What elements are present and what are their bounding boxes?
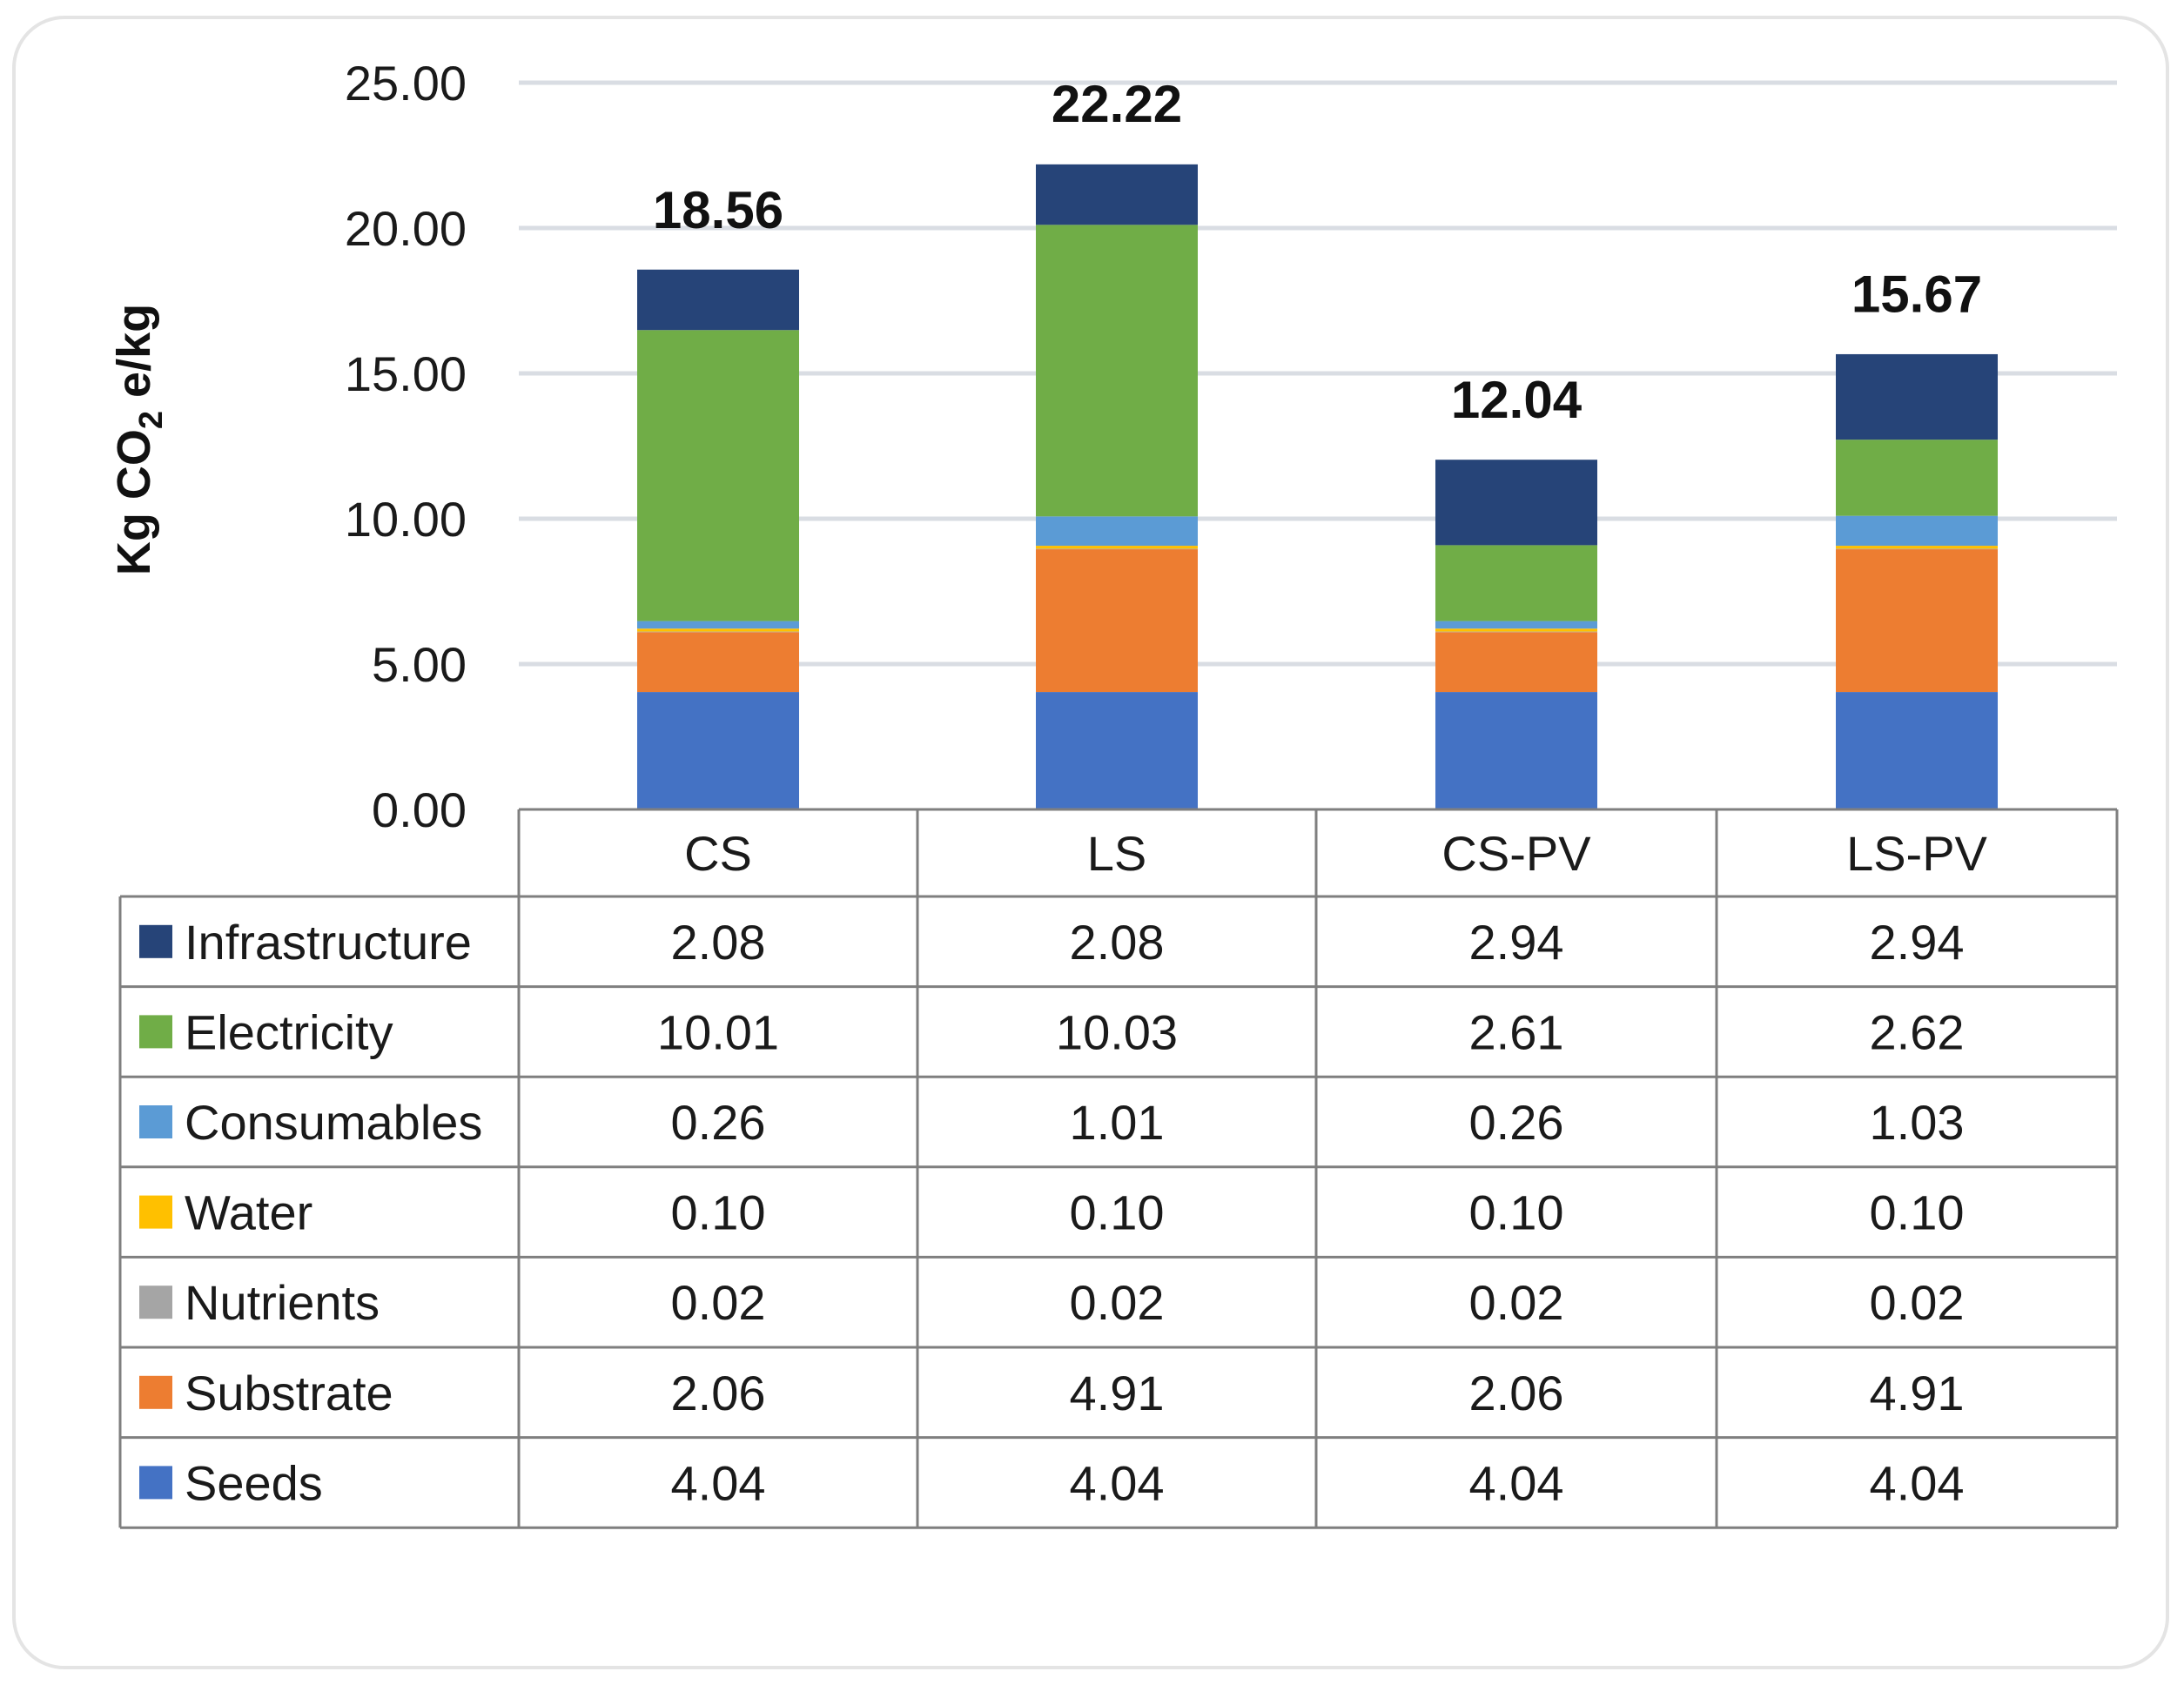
table-cell-water-cs: 0.10: [671, 1185, 766, 1240]
bar-segment-substrate-ls-pv: [1836, 549, 1998, 693]
table-cell-nutrients-ls: 0.02: [1070, 1275, 1165, 1330]
table-cell-substrate-ls: 4.91: [1070, 1366, 1165, 1420]
table-cell-consumables-cs: 0.26: [671, 1095, 766, 1150]
category-label-cs: CS: [684, 826, 752, 881]
bar-segment-consumables-ls: [1036, 516, 1198, 547]
bar-segment-nutrients-cs: [637, 631, 799, 633]
legend-swatch-substrate: [139, 1375, 172, 1409]
bar-segment-nutrients-ls-pv: [1836, 548, 1998, 550]
total-label-ls-pv: 15.67: [1851, 265, 1982, 324]
table-cell-consumables-cs-pv: 0.26: [1469, 1095, 1564, 1150]
y-axis-ticks: 0.00 5.00 10.00 15.00 20.00 25.00: [345, 56, 467, 837]
table-cell-nutrients-cs-pv: 0.02: [1469, 1275, 1564, 1330]
legend-swatch-infrastructure: [139, 924, 172, 958]
bar-segment-consumables-ls-pv: [1836, 515, 1998, 547]
bar-segment-substrate-ls: [1036, 549, 1198, 693]
category-label-ls-pv: LS-PV: [1846, 826, 1987, 881]
bar-segment-seeds-cs: [637, 692, 799, 809]
bar-segment-consumables-cs-pv: [1435, 621, 1597, 629]
legend-swatch-electricity: [139, 1015, 172, 1049]
bar-segment-nutrients-cs-pv: [1435, 631, 1597, 633]
category-label-cs-pv: CS-PV: [1441, 826, 1591, 881]
y-tick-label: 5.00: [372, 637, 467, 692]
table-cell-water-cs-pv: 0.10: [1469, 1185, 1564, 1240]
total-labels: 18.56 22.22 12.04 15.67: [653, 75, 1982, 429]
y-tick-label: 25.00: [345, 56, 467, 111]
bar-segment-electricity-cs: [637, 330, 799, 621]
table-cell-seeds-cs-pv: 4.04: [1469, 1455, 1564, 1510]
bar-segment-substrate-cs: [637, 632, 799, 693]
y-tick-label: 15.00: [345, 346, 467, 401]
total-label-cs-pv: 12.04: [1451, 371, 1583, 429]
table-cell-seeds-ls: 4.04: [1070, 1455, 1165, 1510]
table-cell-electricity-cs: 10.01: [657, 1004, 779, 1059]
y-axis-label-main: Kg CO: [108, 429, 160, 575]
legend-label-electricity: Electricity: [185, 1004, 393, 1059]
legend-label-nutrients: Nutrients: [185, 1275, 380, 1330]
bar-segment-seeds-ls: [1036, 692, 1198, 809]
bar-segment-electricity-cs-pv: [1435, 545, 1597, 621]
bar-segment-consumables-cs: [637, 621, 799, 629]
table-cell-consumables-ls-pv: 1.03: [1870, 1095, 1965, 1150]
table-cell-nutrients-ls-pv: 0.02: [1870, 1275, 1965, 1330]
table-cell-electricity-cs-pv: 2.61: [1469, 1004, 1564, 1059]
table-cell-seeds-cs: 4.04: [671, 1455, 766, 1510]
table-cell-substrate-cs: 2.06: [671, 1366, 766, 1420]
legend-label-seeds: Seeds: [185, 1455, 323, 1510]
legend-label-water: Water: [185, 1185, 312, 1240]
legend-swatch-seeds: [139, 1466, 172, 1500]
legend-label-consumables: Consumables: [185, 1095, 482, 1150]
bar-segment-seeds-cs-pv: [1435, 692, 1597, 809]
legend-swatch-nutrients: [139, 1286, 172, 1319]
data-table: CS LS CS-PV LS-PV Infrastructure 2.08 2.08 2.94…: [118, 808, 2119, 1529]
total-label-ls: 22.22: [1052, 75, 1182, 133]
bar-segment-infrastructure-cs-pv: [1435, 460, 1597, 546]
table-cell-consumables-ls: 1.01: [1070, 1095, 1165, 1150]
y-axis-label-tail: e/kg: [108, 304, 160, 411]
y-tick-label: 20.00: [345, 201, 467, 256]
legend-swatch-water: [139, 1195, 172, 1229]
bar-segment-water-cs-pv: [1435, 628, 1597, 632]
bar-segment-electricity-ls-pv: [1836, 440, 1998, 516]
bar-segment-water-ls-pv: [1836, 546, 1998, 549]
bar-segment-water-cs: [637, 628, 799, 632]
bar-segment-infrastructure-ls: [1036, 164, 1198, 225]
table-cell-substrate-ls-pv: 4.91: [1870, 1366, 1965, 1420]
table-cell-water-ls-pv: 0.10: [1870, 1185, 1965, 1240]
table-cell-infrastructure-ls-pv: 2.94: [1870, 915, 1965, 970]
table-cell-infrastructure-ls: 2.08: [1070, 915, 1165, 970]
y-tick-label: 10.00: [345, 492, 467, 547]
bars: [637, 164, 1998, 809]
bar-segment-water-ls: [1036, 546, 1198, 549]
table-cell-seeds-ls-pv: 4.04: [1870, 1455, 1965, 1510]
legend-swatch-consumables: [139, 1105, 172, 1138]
legend-label-infrastructure: Infrastructure: [185, 915, 472, 970]
bar-segment-substrate-cs-pv: [1435, 632, 1597, 693]
bar-segment-seeds-ls-pv: [1836, 692, 1998, 809]
bar-segment-nutrients-ls: [1036, 548, 1198, 550]
table-cell-infrastructure-cs-pv: 2.94: [1469, 915, 1564, 970]
y-axis-label: Kg CO2 e/kg: [108, 304, 170, 575]
bar-segment-electricity-ls: [1036, 225, 1198, 517]
bar-segment-infrastructure-ls-pv: [1836, 353, 1998, 440]
total-label-cs: 18.56: [653, 181, 783, 239]
y-tick-label: 0.00: [372, 782, 467, 837]
table-cell-water-ls: 0.10: [1070, 1185, 1165, 1240]
table-cell-infrastructure-cs: 2.08: [671, 915, 766, 970]
table-cell-substrate-cs-pv: 2.06: [1469, 1366, 1564, 1420]
table-cell-electricity-ls-pv: 2.62: [1870, 1004, 1965, 1059]
category-label-ls: LS: [1087, 826, 1147, 881]
legend-label-substrate: Substrate: [185, 1366, 393, 1420]
table-cell-nutrients-cs: 0.02: [671, 1275, 766, 1330]
y-axis-label-subscript: 2: [133, 411, 170, 429]
bar-segment-infrastructure-cs: [637, 269, 799, 331]
table-cell-electricity-ls: 10.03: [1056, 1004, 1178, 1059]
